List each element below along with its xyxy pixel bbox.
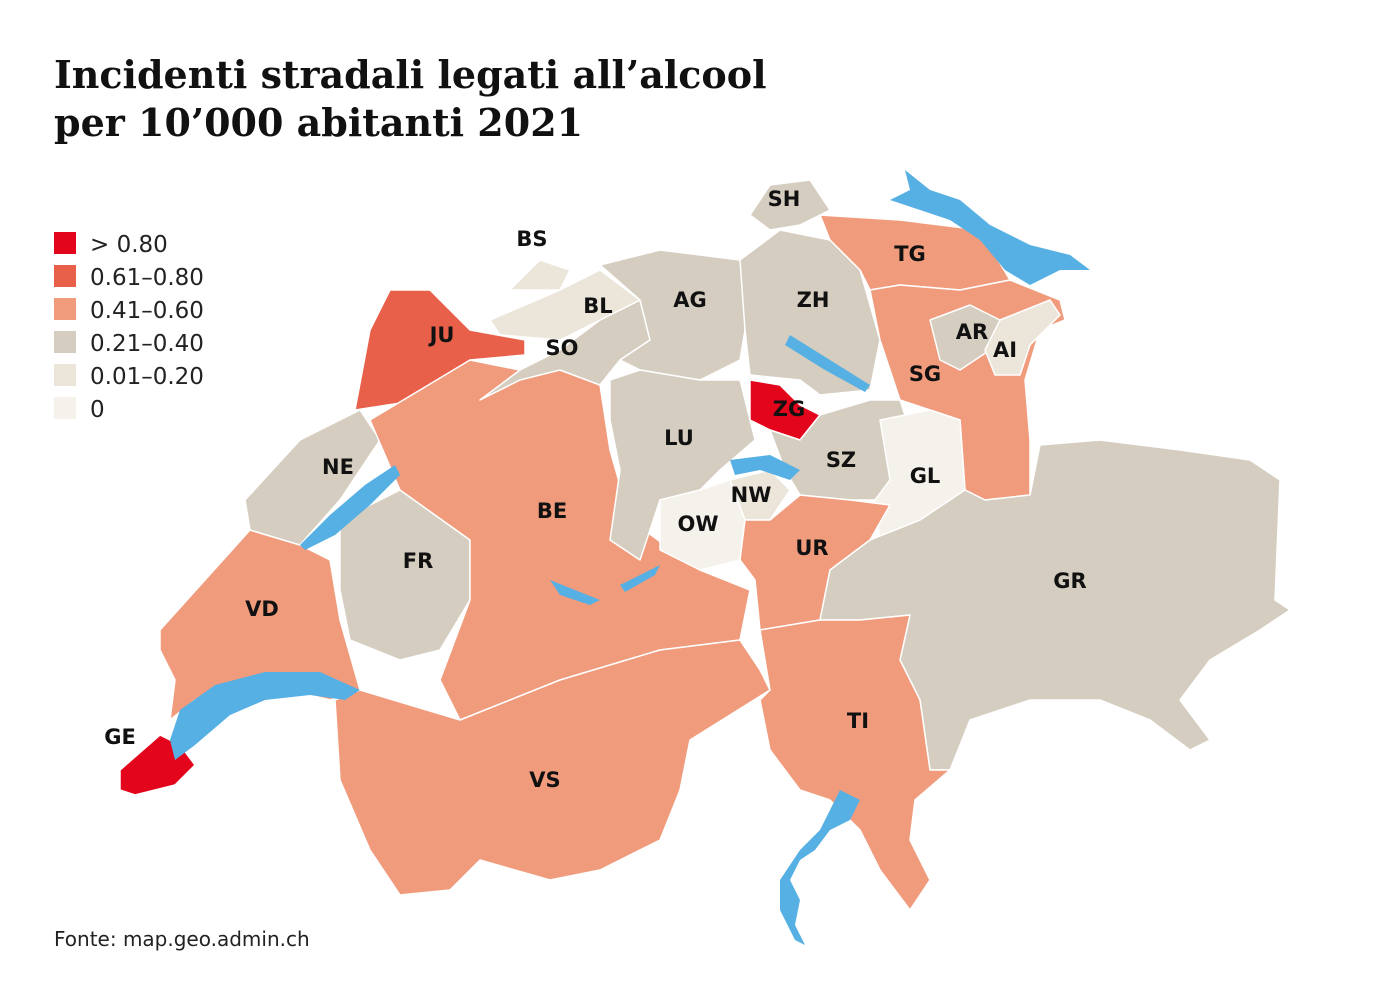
region-label: GL xyxy=(910,464,941,488)
region-label: VS xyxy=(529,768,560,792)
region xyxy=(489,269,641,341)
region-label: LU xyxy=(664,426,694,450)
legend-label: 0.41–0.60 xyxy=(90,298,204,324)
legend-label: 0.01–0.20 xyxy=(90,364,204,390)
region-label: BL xyxy=(583,294,612,318)
region-label: AR xyxy=(956,320,988,344)
legend-label: > 0.80 xyxy=(90,232,168,258)
lake xyxy=(730,455,800,480)
lake xyxy=(780,790,860,945)
legend-swatch xyxy=(54,397,76,419)
legend-swatch xyxy=(54,265,76,287)
region-label: OW xyxy=(677,512,718,536)
region xyxy=(749,179,831,231)
legend: > 0.80 0.61–0.80 0.41–0.60 0.21–0.40 0.01–0.… xyxy=(54,232,204,423)
region xyxy=(739,229,881,396)
lakes xyxy=(170,170,1090,945)
region-label: SZ xyxy=(826,448,856,472)
legend-label: 0.61–0.80 xyxy=(90,265,204,291)
region-label: ZG xyxy=(773,397,805,421)
title-line: per 10’000 abitanti 2021 xyxy=(54,100,583,145)
region-label: GR xyxy=(1053,569,1086,593)
region-label: BS xyxy=(516,227,547,251)
region xyxy=(984,299,1061,376)
source: Fonte: map.geo.admin.ch xyxy=(54,927,310,951)
region-label: ZH xyxy=(797,288,830,312)
legend-label: 0 xyxy=(90,397,105,423)
lake xyxy=(550,580,600,605)
lake xyxy=(785,335,870,392)
region-label: AI xyxy=(993,338,1017,362)
regions xyxy=(119,179,1291,911)
lake xyxy=(890,170,1090,285)
legend-label: 0.21–0.40 xyxy=(90,331,204,357)
legend-swatch xyxy=(54,298,76,320)
region-label: SH xyxy=(768,187,801,211)
lake xyxy=(300,465,400,550)
region-label: NE xyxy=(322,455,354,479)
legend-swatch xyxy=(54,232,76,254)
region-label: UR xyxy=(795,536,828,560)
region-label: SO xyxy=(546,336,579,360)
region-label: GE xyxy=(104,725,136,749)
region-label: JU xyxy=(428,323,455,347)
lake xyxy=(620,565,660,592)
region-label: TI xyxy=(847,709,869,733)
region-label: FR xyxy=(403,549,434,573)
region-label: BE xyxy=(537,499,567,523)
region-label: AG xyxy=(673,288,707,312)
region xyxy=(244,409,381,546)
legend-swatch xyxy=(54,331,76,353)
legend-swatch xyxy=(54,364,76,386)
region xyxy=(759,614,951,911)
region-label: NW xyxy=(731,483,772,507)
region xyxy=(334,639,771,896)
title-line: Incidenti stradali legati all’alcool xyxy=(54,52,767,97)
region-label: VD xyxy=(245,597,279,621)
region xyxy=(509,259,571,291)
region-label: SG xyxy=(909,362,941,386)
lake xyxy=(170,672,360,760)
region-label: TG xyxy=(894,242,926,266)
